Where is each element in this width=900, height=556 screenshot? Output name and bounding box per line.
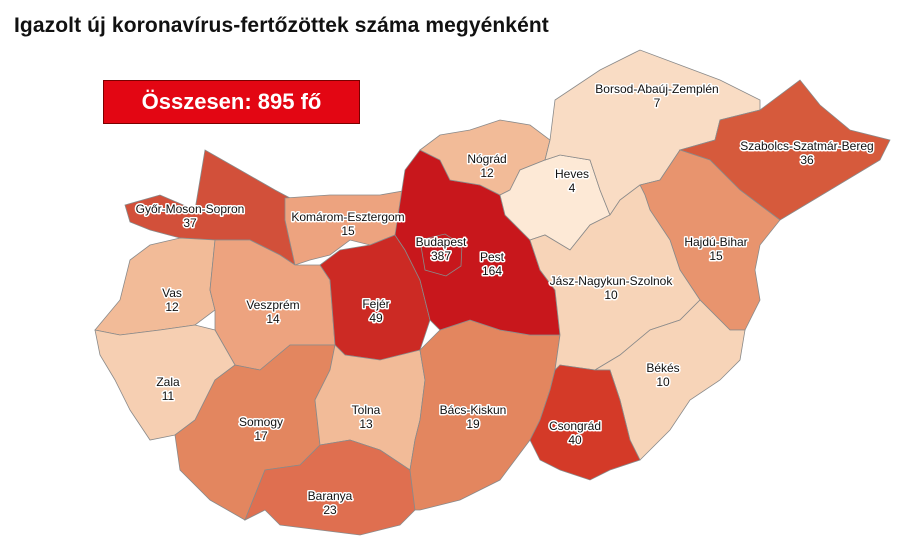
county-name-label: Csongrád bbox=[549, 419, 601, 433]
total-count-badge: Összesen: 895 fő bbox=[103, 80, 360, 124]
county-name-label: Baranya bbox=[308, 489, 353, 503]
county-name-label: Pest bbox=[480, 250, 505, 264]
county-name-label: Bács-Kiskun bbox=[440, 403, 507, 417]
county-value-label: 49 bbox=[369, 311, 383, 325]
county-value-label: 40 bbox=[568, 433, 582, 447]
county-name-label: Fejér bbox=[362, 297, 389, 311]
county-name-label: Szabolcs-Szatmár-Bereg bbox=[740, 139, 873, 153]
county-value-label: 10 bbox=[604, 288, 618, 302]
county-value-label: 12 bbox=[165, 300, 179, 314]
county-baranya bbox=[244, 439, 416, 536]
county-value-label: 37 bbox=[183, 216, 197, 230]
county-value-label: 15 bbox=[709, 249, 723, 263]
county-value-label: 36 bbox=[800, 153, 814, 167]
county-value-label: 387 bbox=[431, 249, 451, 263]
county-value-label: 19 bbox=[466, 417, 480, 431]
page-title: Igazolt új koronavírus-fertőzöttek száma… bbox=[14, 14, 549, 37]
county-name-label: Vas bbox=[162, 286, 182, 300]
county-value-label: 4 bbox=[569, 181, 576, 195]
county-name-label: Hajdú-Bihar bbox=[684, 235, 747, 249]
county-budapest bbox=[419, 233, 463, 277]
county-value-label: 13 bbox=[359, 417, 373, 431]
county-jasz-nagykun-szolnok bbox=[529, 184, 701, 372]
county-name-label: Nógrád bbox=[467, 152, 506, 166]
county-csongrad bbox=[529, 364, 641, 481]
county-value-label: 164 bbox=[482, 264, 502, 278]
county-value-label: 17 bbox=[254, 429, 268, 443]
county-name-label: Veszprém bbox=[246, 298, 299, 312]
county-value-label: 15 bbox=[341, 224, 355, 238]
county-name-label: Heves bbox=[555, 167, 589, 181]
county-name-label: Tolna bbox=[352, 403, 381, 417]
county-name-label: Budapest bbox=[416, 235, 467, 249]
county-name-label: Jász-Nagykun-Szolnok bbox=[550, 274, 674, 288]
county-value-label: 11 bbox=[162, 389, 175, 403]
county-value-label: 10 bbox=[656, 375, 670, 389]
county-value-label: 12 bbox=[480, 166, 494, 180]
county-name-label: Zala bbox=[156, 375, 180, 389]
county-vas bbox=[94, 237, 216, 336]
county-value-label: 7 bbox=[654, 96, 661, 110]
county-name-label: Győr-Moson-Sopron bbox=[136, 202, 245, 216]
county-name-label: Komárom-Esztergom bbox=[291, 210, 404, 224]
county-name-label: Borsod-Abaúj-Zemplén bbox=[595, 82, 718, 96]
county-name-label: Somogy bbox=[239, 415, 283, 429]
county-name-label: Békés bbox=[646, 361, 679, 375]
county-value-label: 14 bbox=[266, 312, 280, 326]
county-value-label: 23 bbox=[323, 503, 337, 517]
